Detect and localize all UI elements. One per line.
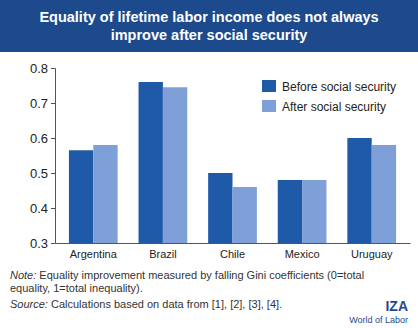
y-tick-mark	[51, 243, 55, 244]
bar	[347, 138, 371, 243]
legend-swatch	[262, 100, 276, 112]
y-tick: 0.7	[30, 96, 55, 111]
logo-name: IZA	[385, 298, 408, 314]
x-tick: Uruguay	[351, 243, 393, 260]
x-axis-line	[56, 243, 411, 244]
logo-tagline: World of Labor	[349, 315, 408, 325]
y-tick: 0.3	[30, 236, 55, 251]
y-tick: 0.8	[30, 61, 55, 76]
y-tick-mark	[51, 173, 55, 174]
x-tick-label: Mexico	[285, 248, 320, 260]
x-tick-label: Brazil	[149, 248, 177, 260]
header-band	[0, 0, 418, 52]
bar	[139, 82, 163, 243]
bar	[233, 187, 257, 243]
y-tick-label: 0.8	[30, 61, 48, 76]
bar	[372, 145, 396, 243]
y-tick-mark	[51, 208, 55, 209]
y-axis: 0.3 0.4 0.5 0.6 0.7 0.8	[30, 61, 56, 251]
x-tick-label: Uruguay	[351, 248, 393, 260]
y-tick-label: 0.6	[30, 131, 48, 146]
y-tick-label: 0.4	[30, 201, 48, 216]
legend-label: After social security	[282, 100, 386, 114]
bar	[208, 173, 232, 243]
x-tick-label: Chile	[220, 248, 245, 260]
bar	[93, 145, 117, 243]
bar	[278, 180, 302, 243]
note: Note: Equality improvement measured by f…	[10, 269, 364, 294]
legend-label: Before social security	[282, 80, 396, 94]
source: Source: Calculations based on data from …	[10, 298, 282, 310]
bar	[302, 180, 326, 243]
y-tick: 0.4	[30, 201, 55, 216]
y-tick-mark	[51, 138, 55, 139]
bars	[69, 82, 396, 243]
x-tick: Brazil	[149, 243, 177, 260]
y-axis-line	[51, 69, 56, 244]
bar	[69, 150, 93, 243]
y-tick: 0.6	[30, 131, 55, 146]
x-tick: Argentina	[70, 243, 118, 260]
chart: Equality of lifetime labor income does n…	[0, 0, 418, 328]
title: Equality of lifetime labor income does n…	[39, 9, 378, 43]
bar	[163, 87, 187, 243]
y-tick-label: 0.3	[30, 236, 48, 251]
legend: Before social security After social secur…	[262, 80, 396, 114]
legend-swatch	[262, 80, 276, 92]
x-tick: Chile	[220, 243, 245, 260]
x-tick-label: Argentina	[70, 248, 118, 260]
y-tick-mark	[51, 103, 55, 104]
y-tick-label: 0.5	[30, 166, 48, 181]
y-tick-mark	[51, 68, 55, 69]
y-tick-label: 0.7	[30, 96, 48, 111]
y-tick: 0.5	[30, 166, 55, 181]
x-axis: Argentina Brazil Chile Mexico Uruguay	[56, 243, 411, 260]
x-tick: Mexico	[285, 243, 320, 260]
